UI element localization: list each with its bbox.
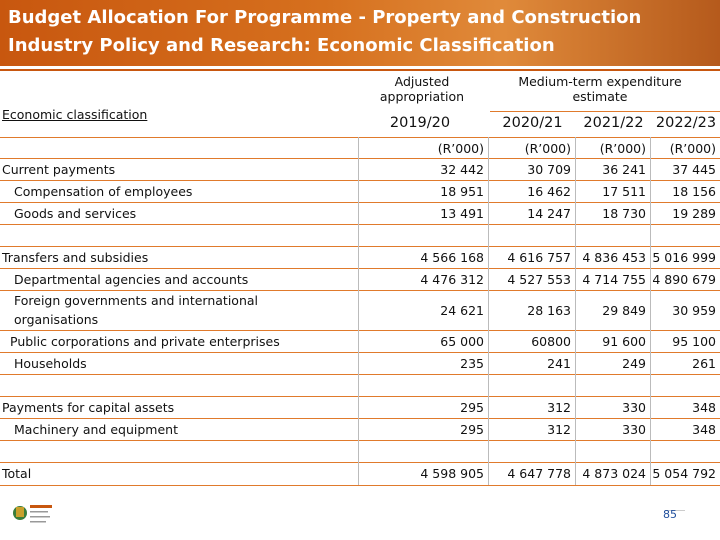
rule [0, 396, 720, 397]
value-cell: 4 873 024 [582, 466, 646, 481]
rule [0, 202, 720, 203]
rule [0, 69, 720, 71]
row-label: Departmental agencies and accounts [14, 271, 249, 287]
value-cell: 4 714 755 [582, 271, 646, 287]
value-cell: 295 [460, 399, 484, 415]
rule [0, 246, 720, 247]
year-header: 2022/23 [655, 115, 717, 131]
value-cell: 30 959 [672, 302, 716, 318]
rule [0, 440, 720, 441]
value-cell: 91 600 [602, 333, 646, 349]
group-header: Medium-term expenditure estimate [518, 74, 682, 104]
value-cell: 4 616 757 [507, 249, 571, 265]
value-cell: 4 476 312 [420, 271, 484, 287]
title-line: Budget Allocation For Programme - Proper… [8, 7, 642, 28]
value-cell: 17 511 [602, 183, 646, 199]
rule [0, 158, 720, 159]
logo-graphic [13, 505, 52, 523]
rule [0, 330, 720, 331]
logo [12, 497, 56, 533]
value-cell: 13 491 [440, 205, 484, 221]
value-cell: 14 247 [527, 205, 571, 221]
rule [0, 224, 720, 225]
value-cell: 65 000 [440, 333, 484, 349]
value-cell: 16 462 [527, 183, 571, 199]
row-label: Compensation of employees [14, 183, 193, 199]
unit-label: (R’000) [524, 140, 571, 156]
value-cell: 5 054 792 [652, 466, 716, 481]
value-cell: 18 951 [440, 183, 484, 199]
value-cell: 18 156 [672, 183, 716, 199]
year-header: 2020/21 [502, 115, 563, 131]
value-cell: 29 849 [602, 302, 646, 318]
value-cell: 348 [692, 399, 716, 415]
row-label: Transfers and subsidies [2, 249, 149, 265]
value-cell: 312 [547, 399, 571, 415]
value-cell: 37 445 [672, 161, 716, 177]
row-label: Total [2, 466, 32, 481]
title-line: Industry Policy and Research: Economic C… [8, 35, 555, 56]
value-cell: 32 442 [440, 161, 484, 177]
year-header: 2019/20 [389, 115, 451, 131]
column-line [488, 137, 489, 485]
rule [0, 180, 720, 181]
value-cell: 4 647 778 [507, 466, 571, 481]
value-cell: 261 [692, 355, 716, 371]
rule [0, 137, 720, 138]
unit-label: (R’000) [599, 140, 646, 156]
row-label: Payments for capital assets [2, 399, 175, 415]
column-line [575, 137, 576, 485]
rule [490, 111, 720, 112]
rule [0, 374, 720, 375]
value-cell: 4 527 553 [507, 271, 571, 287]
value-cell: 36 241 [602, 161, 646, 177]
value-cell: 5 016 999 [652, 249, 716, 265]
column-line [650, 137, 651, 485]
page-number: 85 [663, 508, 677, 521]
value-cell: 241 [547, 355, 571, 371]
value-cell: 330 [622, 399, 646, 415]
unit-label: (R’000) [669, 140, 716, 156]
value-cell: 249 [622, 355, 646, 371]
value-cell: 4 566 168 [420, 249, 484, 265]
value-cell: 60800 [531, 333, 571, 349]
group-header: Adjusted appropriation [379, 74, 465, 104]
row-label: Foreign governments and international or… [14, 293, 258, 327]
row-label: Households [14, 355, 87, 371]
column-line [358, 137, 359, 485]
value-cell: 18 730 [602, 205, 646, 221]
unit-label: (R’000) [437, 140, 484, 156]
value-cell: 312 [547, 421, 571, 437]
value-cell: 28 163 [527, 302, 571, 318]
rule [0, 352, 720, 353]
value-cell: 95 100 [672, 333, 716, 349]
value-cell: 4 836 453 [582, 249, 646, 265]
rule [0, 485, 720, 486]
row-label: Machinery and equipment [14, 421, 178, 437]
rule [665, 510, 685, 511]
value-cell: 235 [460, 355, 484, 371]
row-label: Goods and services [14, 205, 137, 221]
rule [0, 290, 720, 291]
row-label: Current payments [2, 161, 116, 177]
value-cell: 330 [622, 421, 646, 437]
value-cell: 19 289 [672, 205, 716, 221]
value-cell: 348 [692, 421, 716, 437]
title-banner: Budget Allocation For Programme - Proper… [0, 0, 720, 66]
value-cell: 24 621 [440, 302, 484, 318]
value-cell: 4 890 679 [652, 271, 716, 287]
value-cell: 30 709 [527, 161, 571, 177]
year-header: 2021/22 [583, 115, 644, 131]
row-header: Economic classification [2, 107, 148, 122]
rule [0, 418, 720, 419]
value-cell: 295 [460, 421, 484, 437]
row-label: Public corporations and private enterpri… [10, 333, 280, 349]
rule [0, 268, 720, 269]
rule [0, 462, 720, 463]
value-cell: 4 598 905 [420, 466, 484, 481]
